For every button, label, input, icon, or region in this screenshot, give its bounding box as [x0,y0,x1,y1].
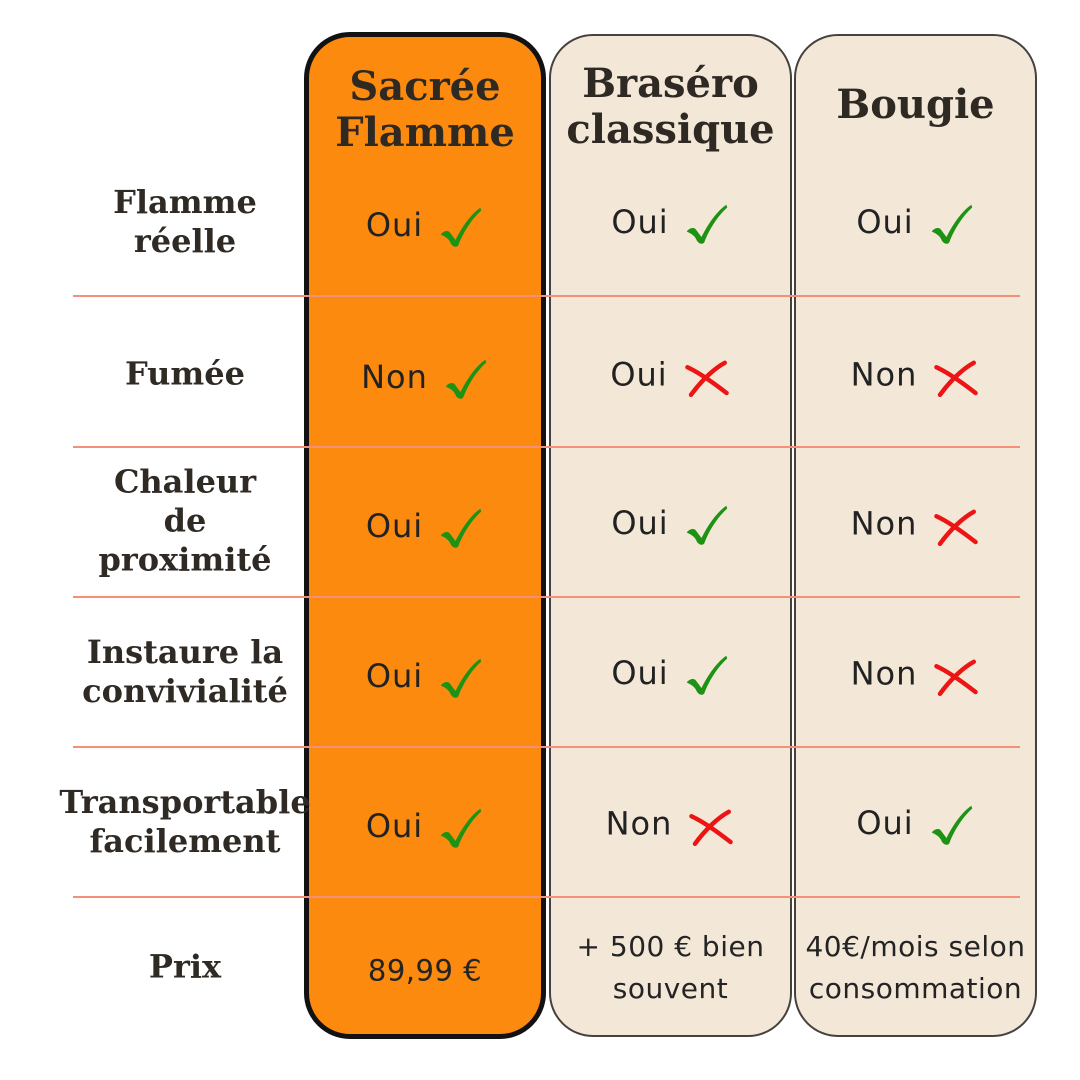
table-cell: Oui [551,647,790,699]
check-icon [931,805,972,845]
row-label-prix: Prix [148,947,222,986]
result-icon [684,202,730,248]
result-icon [684,503,730,549]
table-cell: Oui [309,199,541,251]
cross-icon [684,360,729,397]
result-icon [932,506,980,547]
cross-icon [689,809,734,846]
row-divider [73,446,1020,448]
cell-value: Oui [856,203,914,241]
table-cell: Non [309,351,541,403]
column-title: Bougie [836,81,995,128]
column-title: Braséro classique [566,60,775,153]
table-cell: Oui [309,500,541,552]
cell-value: Non [850,654,918,692]
table-cell: Oui [796,196,1035,248]
result-icon [438,656,484,702]
table-cell: Oui [551,497,790,549]
cell-value: Non [850,355,918,393]
cell-value: Non [361,358,428,396]
column-brasero-classique: Braséro classique Oui Oui Oui Oui [549,34,792,1037]
check-icon [440,207,482,247]
cell-value: Oui [611,203,669,241]
table-cell: Non [796,500,1035,547]
column-bougie: Bougie Oui Non Non Non [794,34,1037,1037]
cell-value: Oui [365,507,424,545]
check-icon [686,655,727,695]
result-icon [438,205,484,251]
cell-value: Non [850,504,918,542]
result-icon [438,806,484,852]
result-icon [932,357,980,398]
row-label-instaure-la-convivialite: Instaure la convivialité [82,632,288,710]
cross-icon [934,509,979,546]
cell-value: Oui [611,654,669,692]
column-title: Sacrée Flamme [335,63,515,156]
row-divider [73,295,1020,297]
table-cell: Oui [551,351,790,398]
price-value: 40€/mois selon consommation [805,930,1026,1005]
check-icon [445,359,487,399]
result-icon [683,357,731,398]
cell-value: Non [605,804,673,842]
table-cell: Non [796,650,1035,697]
row-label-chaleur-de-proximite: Chaleur de proximité [98,462,272,579]
result-icon [438,506,484,552]
table-cell: Oui [309,800,541,852]
row-label-transportable-facilement: Transportable facilement [59,782,311,860]
check-icon [931,204,972,244]
result-icon [929,803,975,849]
cell-value: Oui [365,657,424,695]
table-cell: Non [796,351,1035,398]
cell-value: Oui [365,807,424,845]
column-sacree-flamme: Sacrée Flamme Oui Non Oui Oui [304,32,546,1039]
table-cell: Oui [309,650,541,702]
check-icon [686,505,727,545]
check-icon [686,204,727,244]
result-icon [687,806,735,847]
check-icon [440,508,482,548]
check-icon [440,658,482,698]
cell-value: Oui [856,804,914,842]
result-icon [443,357,489,403]
result-icon [932,656,980,697]
row-divider [73,596,1020,598]
check-icon [440,808,482,848]
cell-value: Oui [611,504,669,542]
row-divider [73,746,1020,748]
cross-icon [934,659,979,696]
table-cell: Non [551,800,790,847]
cell-value: Oui [365,206,424,244]
table-cell: Oui [796,797,1035,849]
price-value: + 500 € bien souvent [576,930,765,1005]
result-icon [929,202,975,248]
result-icon [684,653,730,699]
price-value: 89,99 € [367,953,483,988]
row-label-flamme-reelle: Flamme réelle [113,182,257,260]
row-label-fumee: Fumée [125,354,245,393]
cell-value: Oui [610,355,668,393]
cross-icon [934,360,979,397]
row-divider [73,896,1020,898]
table-cell: Oui [551,196,790,248]
